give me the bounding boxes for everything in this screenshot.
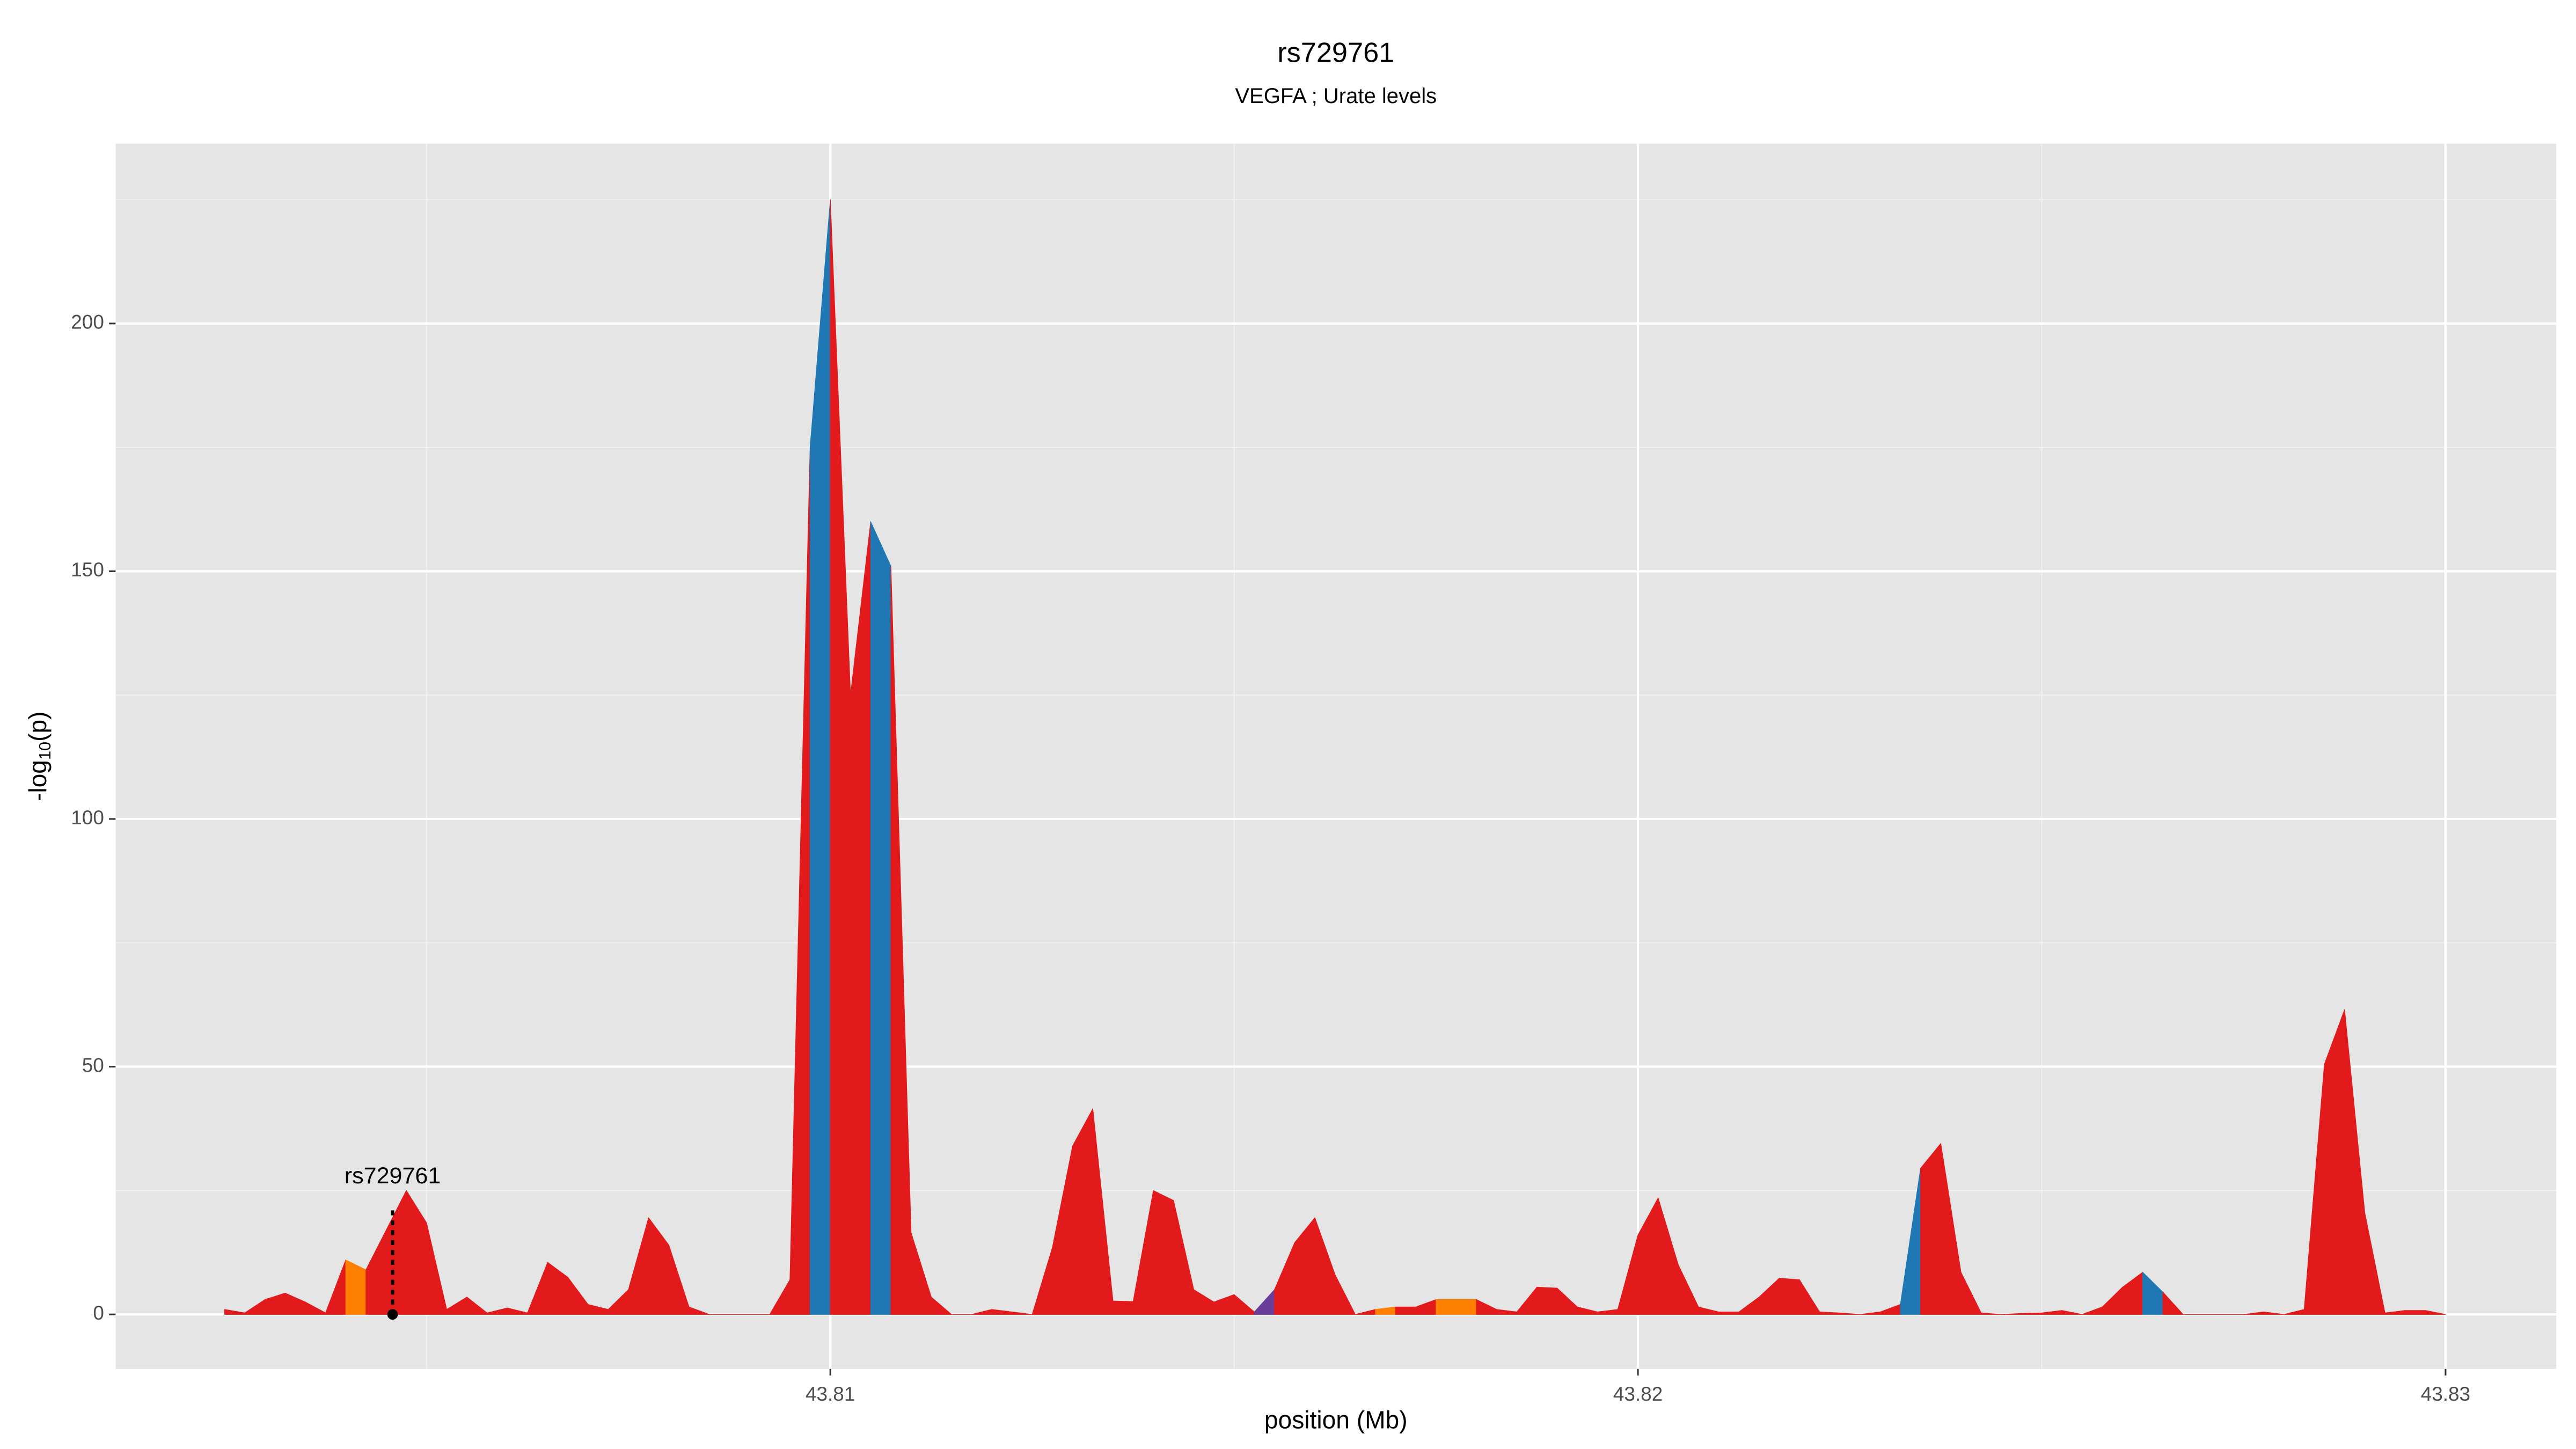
chart-subtitle: VEGFA ; Urate levels <box>1235 84 1437 108</box>
area-segment <box>1718 1311 1739 1315</box>
area-segment <box>345 1260 367 1315</box>
area-segment <box>1779 1278 1800 1315</box>
area-segment <box>1839 1312 1861 1315</box>
x-tick-label: 43.82 <box>1613 1383 1663 1405</box>
area-segment <box>1113 1300 1134 1315</box>
y-tick-label: 200 <box>71 311 104 333</box>
x-tick-label: 43.81 <box>806 1383 855 1405</box>
y-axis-label: -log10(p) <box>24 711 54 801</box>
annotation-label: rs729761 <box>345 1163 441 1189</box>
area-segment <box>1395 1306 1416 1315</box>
area-segment <box>1920 1143 1941 1315</box>
y-label-part: (p) <box>24 711 52 741</box>
area-segment <box>1012 1311 1033 1315</box>
x-axis-label: position (Mb) <box>1264 1406 1408 1433</box>
area-segment <box>689 1306 710 1315</box>
y-tick-label: 50 <box>82 1054 104 1076</box>
area-segment <box>2405 1310 2426 1315</box>
area-segment <box>2263 1311 2285 1315</box>
area-segment <box>1335 1274 1356 1315</box>
chart-title: rs729761 <box>1277 37 1394 68</box>
x-tick-label: 43.83 <box>2421 1383 2470 1405</box>
area-segment <box>931 1297 952 1315</box>
area-segment <box>1436 1299 1457 1315</box>
annotation-point <box>387 1309 398 1320</box>
area-segment <box>870 521 891 1315</box>
plot-panel <box>115 143 2557 1369</box>
area-segment <box>2324 1009 2345 1315</box>
y-label-part: 10 <box>35 742 54 760</box>
area-segment <box>2425 1310 2446 1315</box>
area-segment <box>2021 1312 2043 1315</box>
area-segment <box>2061 1310 2083 1315</box>
y-tick-label: 0 <box>93 1302 104 1324</box>
y-tick-label: 100 <box>71 807 104 829</box>
y-tick-label: 150 <box>71 559 104 581</box>
area-segment <box>2162 1292 2184 1315</box>
area-segment <box>1455 1299 1477 1315</box>
area-segment <box>1153 1190 1174 1315</box>
y-label-part: -log <box>24 760 52 801</box>
area-segment <box>1536 1286 1558 1315</box>
area-segment <box>1981 1312 2002 1315</box>
